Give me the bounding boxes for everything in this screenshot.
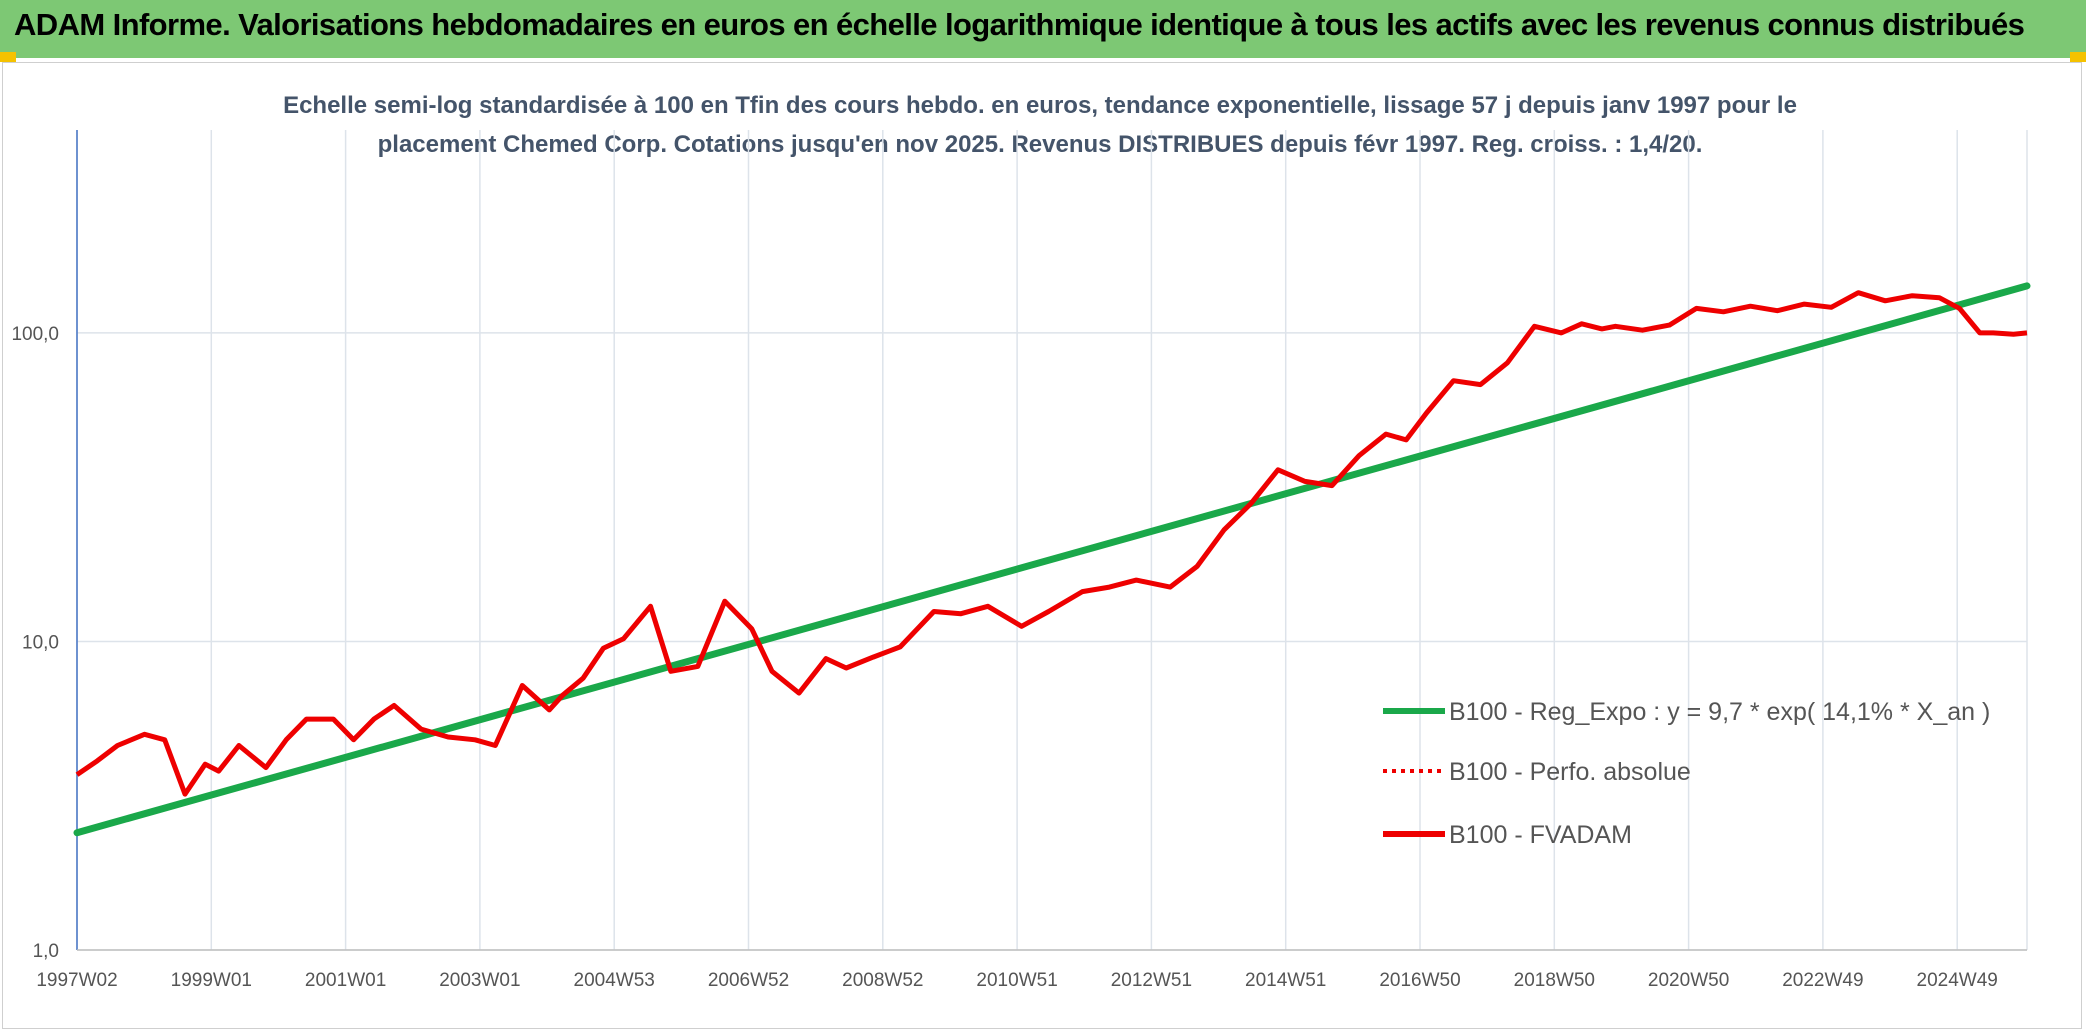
grid-layer (76, 130, 2028, 951)
x-tick-label: 2014W51 (1245, 970, 1326, 991)
x-tick-label: 2022W49 (1782, 970, 1863, 991)
x-tick-label: 2004W53 (574, 970, 655, 991)
legend-label-regression: B100 - Reg_Expo : y = 9,7 * exp( 14,1% *… (1449, 698, 1990, 726)
x-tick-label: 2008W52 (842, 970, 923, 991)
x-tick-label: 2010W51 (976, 970, 1057, 991)
x-tick-label: 1997W02 (36, 970, 117, 991)
chart-title-line-1: Echelle semi-log standardisée à 100 en T… (283, 92, 1797, 119)
x-tick-label: 2012W51 (1111, 970, 1192, 991)
series-line-fvadam (75, 290, 2028, 797)
x-tick-label: 2006W52 (708, 970, 789, 991)
axis-layer: 1,0 10,0 100,0 1997W02 1999W01 2001W01 2003W01… (11, 130, 2027, 991)
y-tick-label: 1,0 (33, 941, 59, 962)
legend-label-perfo: B100 - Perfo. absolue (1449, 758, 1691, 786)
chart-subtitle: Echelle semi-log standardisée à 100 en T… (200, 86, 1880, 164)
corner-marker-right (2070, 52, 2086, 62)
x-tick-label: 2001W01 (305, 970, 386, 991)
chart-frame (2, 62, 2082, 1029)
header-banner: ADAM Informe. Valorisations hebdomadaire… (0, 0, 2086, 58)
x-tick-label: 2020W50 (1648, 970, 1729, 991)
series-layer (73, 282, 2031, 837)
page-title: ADAM Informe. Valorisations hebdomadaire… (14, 7, 2025, 42)
x-tick-label: 2003W01 (439, 970, 520, 991)
y-tick-label: 10,0 (22, 632, 59, 653)
x-tick-label: 2024W49 (1917, 970, 1998, 991)
x-tick-label: 1999W01 (171, 970, 252, 991)
x-tick-label: 2016W50 (1379, 970, 1460, 991)
y-tick-label: 100,0 (11, 324, 59, 345)
legend: B100 - Reg_Expo : y = 9,7 * exp( 14,1% *… (1383, 698, 1990, 849)
x-tick-label: 2018W50 (1514, 970, 1595, 991)
legend-label-fvadam: B100 - FVADAM (1449, 821, 1632, 849)
series-line-regression (73, 282, 2031, 837)
chart-title-line-2: placement Chemed Corp. Cotations jusqu'e… (377, 131, 1703, 158)
corner-marker-left (0, 52, 16, 62)
